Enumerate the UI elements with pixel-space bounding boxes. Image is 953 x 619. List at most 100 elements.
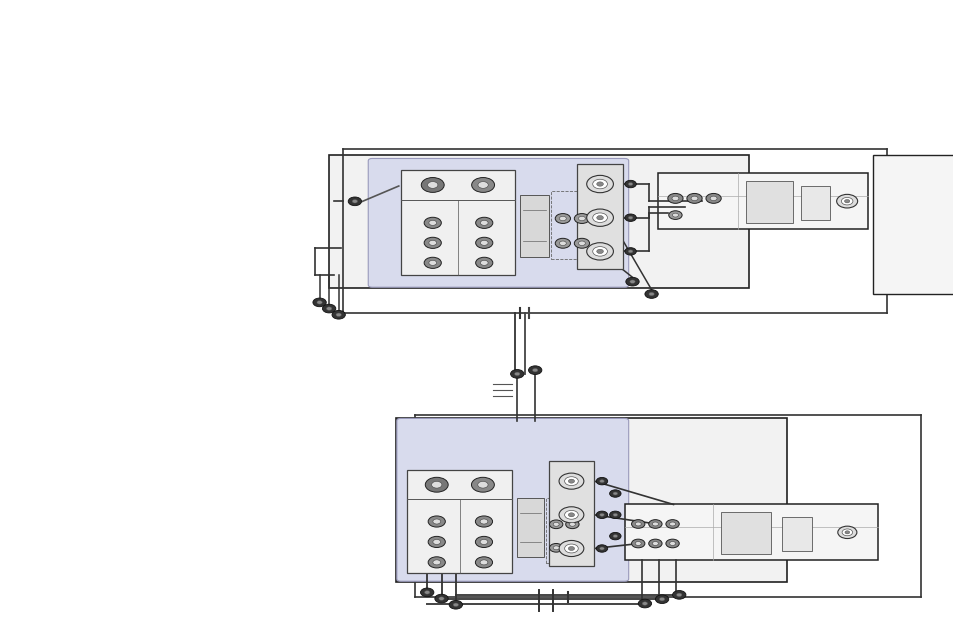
- Circle shape: [558, 216, 566, 221]
- Circle shape: [479, 519, 487, 524]
- Circle shape: [641, 602, 647, 605]
- Circle shape: [429, 220, 436, 225]
- Circle shape: [648, 292, 654, 296]
- Circle shape: [553, 546, 558, 550]
- Circle shape: [625, 277, 639, 286]
- Circle shape: [609, 490, 620, 497]
- Bar: [329, 155, 748, 288]
- Circle shape: [596, 511, 607, 519]
- Circle shape: [558, 241, 566, 246]
- Circle shape: [624, 248, 636, 255]
- Circle shape: [569, 546, 575, 550]
- Circle shape: [435, 594, 448, 603]
- Circle shape: [568, 547, 574, 550]
- Bar: [519, 195, 548, 257]
- Circle shape: [477, 181, 488, 188]
- Circle shape: [565, 520, 578, 529]
- Circle shape: [424, 258, 441, 269]
- Circle shape: [424, 591, 430, 594]
- Circle shape: [564, 477, 578, 485]
- Circle shape: [652, 542, 658, 545]
- Bar: [551, 191, 594, 259]
- Circle shape: [574, 238, 589, 248]
- Bar: [395, 418, 786, 582]
- Circle shape: [335, 313, 341, 316]
- Bar: [781, 517, 811, 551]
- Circle shape: [569, 522, 575, 526]
- Circle shape: [424, 217, 441, 228]
- Bar: [577, 164, 622, 269]
- Circle shape: [510, 370, 523, 378]
- Circle shape: [841, 197, 852, 205]
- Bar: [745, 181, 792, 223]
- Circle shape: [514, 372, 519, 376]
- Circle shape: [659, 597, 664, 601]
- Circle shape: [837, 526, 856, 539]
- Bar: [720, 513, 771, 554]
- Circle shape: [427, 181, 437, 188]
- Circle shape: [629, 280, 635, 284]
- Circle shape: [420, 588, 434, 597]
- Circle shape: [453, 603, 458, 607]
- Circle shape: [558, 540, 583, 556]
- Circle shape: [592, 180, 607, 189]
- Circle shape: [480, 261, 488, 266]
- Circle shape: [609, 532, 620, 540]
- Circle shape: [648, 520, 661, 529]
- Circle shape: [549, 520, 562, 529]
- Circle shape: [578, 241, 585, 246]
- Circle shape: [449, 600, 462, 609]
- Circle shape: [669, 522, 675, 526]
- Circle shape: [596, 182, 602, 186]
- Circle shape: [841, 529, 852, 535]
- Circle shape: [592, 246, 607, 256]
- Circle shape: [549, 543, 562, 552]
- Circle shape: [665, 520, 679, 529]
- Circle shape: [553, 522, 558, 526]
- Circle shape: [479, 539, 487, 545]
- Circle shape: [671, 196, 679, 201]
- Circle shape: [635, 522, 640, 526]
- Circle shape: [313, 298, 326, 307]
- Circle shape: [477, 482, 488, 488]
- Circle shape: [596, 545, 607, 552]
- Circle shape: [844, 530, 849, 534]
- Circle shape: [428, 516, 445, 527]
- Circle shape: [609, 511, 620, 519]
- Circle shape: [431, 482, 441, 488]
- Circle shape: [564, 511, 578, 519]
- Circle shape: [667, 193, 682, 203]
- Circle shape: [624, 180, 636, 188]
- Circle shape: [555, 238, 570, 248]
- Circle shape: [599, 480, 603, 483]
- Circle shape: [613, 535, 617, 537]
- Circle shape: [596, 477, 607, 485]
- Circle shape: [574, 214, 589, 223]
- Circle shape: [424, 237, 441, 248]
- Circle shape: [429, 240, 436, 245]
- Circle shape: [652, 522, 658, 526]
- Circle shape: [352, 199, 357, 203]
- Circle shape: [592, 213, 607, 222]
- Circle shape: [631, 539, 644, 548]
- Circle shape: [705, 193, 720, 203]
- Circle shape: [475, 557, 492, 568]
- Circle shape: [438, 597, 444, 600]
- Circle shape: [565, 543, 578, 552]
- Circle shape: [568, 513, 574, 517]
- Circle shape: [578, 216, 585, 221]
- Circle shape: [843, 199, 849, 203]
- Circle shape: [480, 240, 488, 245]
- Circle shape: [638, 599, 651, 608]
- Circle shape: [669, 542, 675, 545]
- Circle shape: [322, 305, 335, 313]
- Circle shape: [644, 290, 658, 298]
- Bar: [872, 155, 953, 294]
- Circle shape: [624, 214, 636, 222]
- Circle shape: [613, 492, 617, 495]
- Circle shape: [613, 513, 617, 516]
- Circle shape: [676, 593, 681, 597]
- Circle shape: [665, 539, 679, 548]
- Circle shape: [586, 243, 613, 260]
- Circle shape: [471, 477, 494, 492]
